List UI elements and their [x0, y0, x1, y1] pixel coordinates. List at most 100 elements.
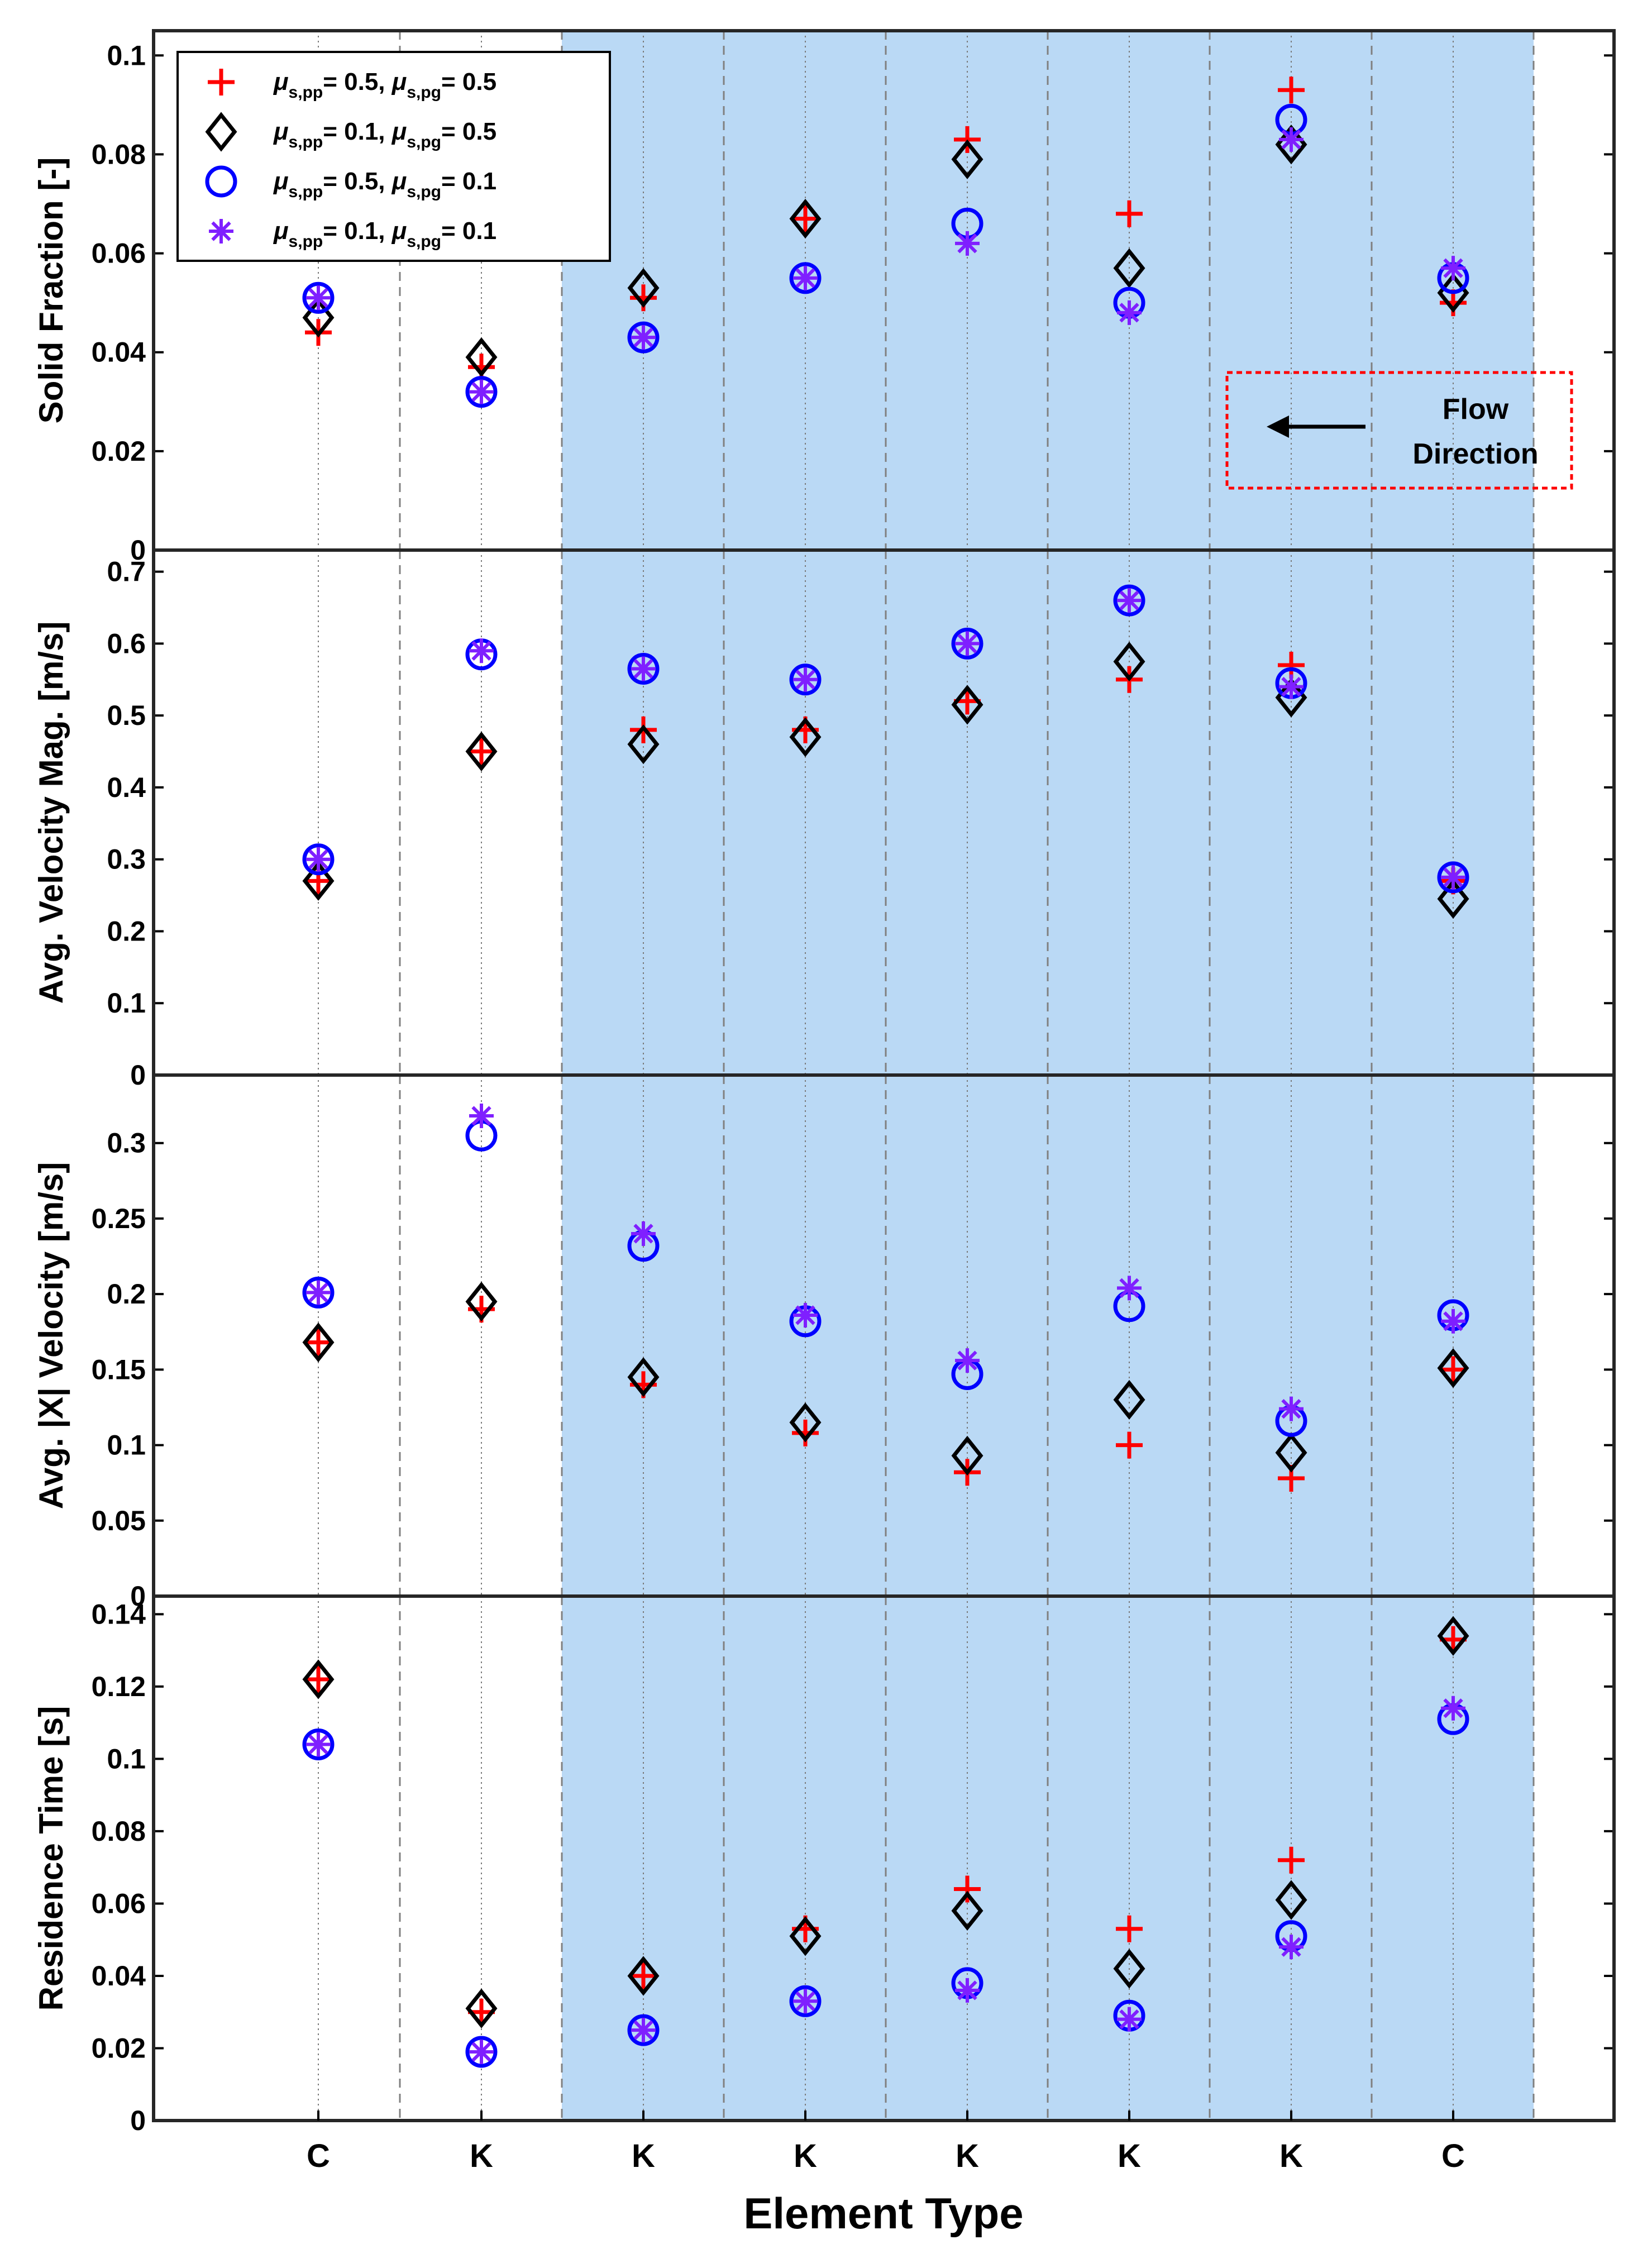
data-point-s3 — [465, 376, 498, 408]
legend-label: μs,pp= 0.1, μs,pg= 0.5 — [273, 118, 496, 151]
y-tick-label: 0.04 — [92, 1960, 146, 1992]
data-point-s2 — [951, 139, 983, 179]
data-point-s2 — [1437, 878, 1469, 919]
y-tick-label: 0.2 — [107, 1278, 146, 1310]
panel-1: 0 0.02 0.04 0.06 0.08 0.1 Solid Fraction [-] — [32, 29, 1616, 566]
data-point-s1 — [1116, 200, 1143, 227]
data-point-s4 — [955, 631, 980, 656]
y-tick-label: 0.1 — [107, 1430, 146, 1461]
legend-entry-s3: μs,pp= 0.5, μs,pg= 0.1 — [205, 165, 496, 201]
panel-frame — [152, 1594, 1616, 2122]
x-tick-label: K — [470, 2138, 493, 2174]
y-tick-label: 0.1 — [107, 987, 146, 1019]
legend-label: μs,pp= 0.5, μs,pg= 0.5 — [273, 68, 496, 102]
x-tick-label: K — [1118, 2138, 1141, 2174]
data-point-s4 — [955, 231, 980, 256]
data-point-s4 — [1117, 2007, 1142, 2032]
data-point-s2 — [465, 1988, 498, 2028]
data-point-s2 — [1113, 248, 1145, 288]
data-point-s3 — [302, 281, 335, 314]
data-point-s1 — [1116, 1431, 1143, 1459]
data-point-s3 — [302, 1728, 335, 1761]
data-point-s4 — [1279, 674, 1304, 699]
y-tick-label: 0.25 — [92, 1203, 146, 1234]
y-axis-label: Residence Time [s] — [32, 1706, 70, 2011]
data-point-s2 — [302, 1322, 335, 1363]
y-tick-label: 0.12 — [92, 1671, 146, 1702]
y-tick-label: 0.05 — [92, 1505, 146, 1536]
y-tick-label: 0.15 — [92, 1354, 146, 1385]
x-axis-title: Element Type — [743, 2189, 1023, 2238]
data-point-s4 — [955, 1348, 980, 1373]
data-point-s2 — [951, 1890, 983, 1931]
panel-2: 0 0.1 0.2 0.3 0.4 0.5 0.6 0.7 Avg. Velocity Mag.… — [32, 548, 1616, 1091]
data-point-s4 — [469, 1104, 494, 1129]
data-point-s2 — [1113, 1379, 1145, 1420]
data-point-s3 — [1437, 861, 1469, 894]
data-point-s4 — [631, 1221, 656, 1246]
data-point-s4 — [793, 265, 818, 290]
y-axis-label: Avg. Velocity Mag. [m/s] — [32, 622, 70, 1004]
data-point-s2 — [1113, 1949, 1145, 1989]
data-point-s3 — [302, 843, 335, 876]
data-point-s4 — [469, 638, 494, 663]
y-tick-label: 0 — [130, 1059, 146, 1091]
data-point-s3 — [1113, 584, 1145, 617]
data-point-s2 — [302, 861, 335, 901]
data-point-s3 — [302, 1276, 335, 1309]
data-point-s1 — [468, 738, 495, 765]
data-point-s4 — [306, 847, 331, 872]
data-point-s2 — [1275, 1880, 1307, 1920]
data-point-s4 — [1117, 300, 1142, 325]
data-point-s1 — [1278, 1846, 1305, 1874]
data-point-s1 — [1116, 1915, 1143, 1942]
data-point-s1 — [1440, 1356, 1467, 1383]
data-point-s3 — [627, 321, 660, 354]
y-tick-label: 0 — [130, 1580, 146, 1612]
data-point-s2 — [789, 198, 822, 239]
y-tick-label: 0.6 — [107, 628, 146, 659]
data-point-s4 — [1279, 1935, 1304, 1960]
data-point-s4 — [469, 379, 494, 404]
data-point-s4 — [1441, 1309, 1465, 1334]
legend-marker-s1 — [208, 69, 235, 96]
data-point-s2 — [789, 1402, 822, 1443]
data-point-s4 — [793, 1302, 818, 1328]
data-point-s3 — [789, 1985, 822, 2017]
flow-direction-annotation: Flow Direction — [1225, 371, 1573, 490]
data-point-s3 — [627, 652, 660, 685]
data-point-s1 — [305, 1329, 332, 1356]
y-tick-label: 0.06 — [92, 1888, 146, 1919]
y-tick-label: 0 — [130, 534, 146, 566]
data-point-s4 — [1441, 865, 1465, 890]
y-tick-label: 0 — [130, 2105, 146, 2136]
x-tick-label: C — [1441, 2138, 1465, 2174]
y-tick-label: 0.04 — [92, 337, 146, 368]
data-point-s4 — [793, 667, 818, 692]
y-tick-label: 0.2 — [107, 915, 146, 947]
data-point-s4 — [469, 2039, 494, 2064]
annotation-line-1: Flow — [1443, 393, 1509, 426]
legend-marker-s4 — [209, 219, 233, 243]
data-point-s2 — [951, 685, 983, 725]
data-point-s2 — [302, 1659, 335, 1699]
x-tick-label: K — [794, 2138, 817, 2174]
y-tick-label: 0.08 — [92, 1816, 146, 1847]
data-point-s4 — [1279, 1396, 1304, 1421]
annotation-box — [1225, 371, 1573, 490]
legend-marker-s3 — [205, 165, 237, 198]
data-point-s4 — [631, 2018, 656, 2043]
y-tick-label: 0.4 — [107, 772, 146, 803]
data-point-s1 — [792, 205, 819, 232]
y-tick-label: 0.1 — [107, 1743, 146, 1774]
legend-entry-s2: μs,pp= 0.1, μs,pg= 0.5 — [205, 112, 496, 152]
data-point-s4 — [631, 656, 656, 681]
y-tick-label: 0.5 — [107, 700, 146, 731]
x-tick-label: K — [956, 2138, 979, 2174]
data-point-s2 — [465, 731, 498, 772]
annotation-line-2: Direction — [1412, 438, 1538, 470]
data-point-s2 — [1437, 1348, 1469, 1388]
